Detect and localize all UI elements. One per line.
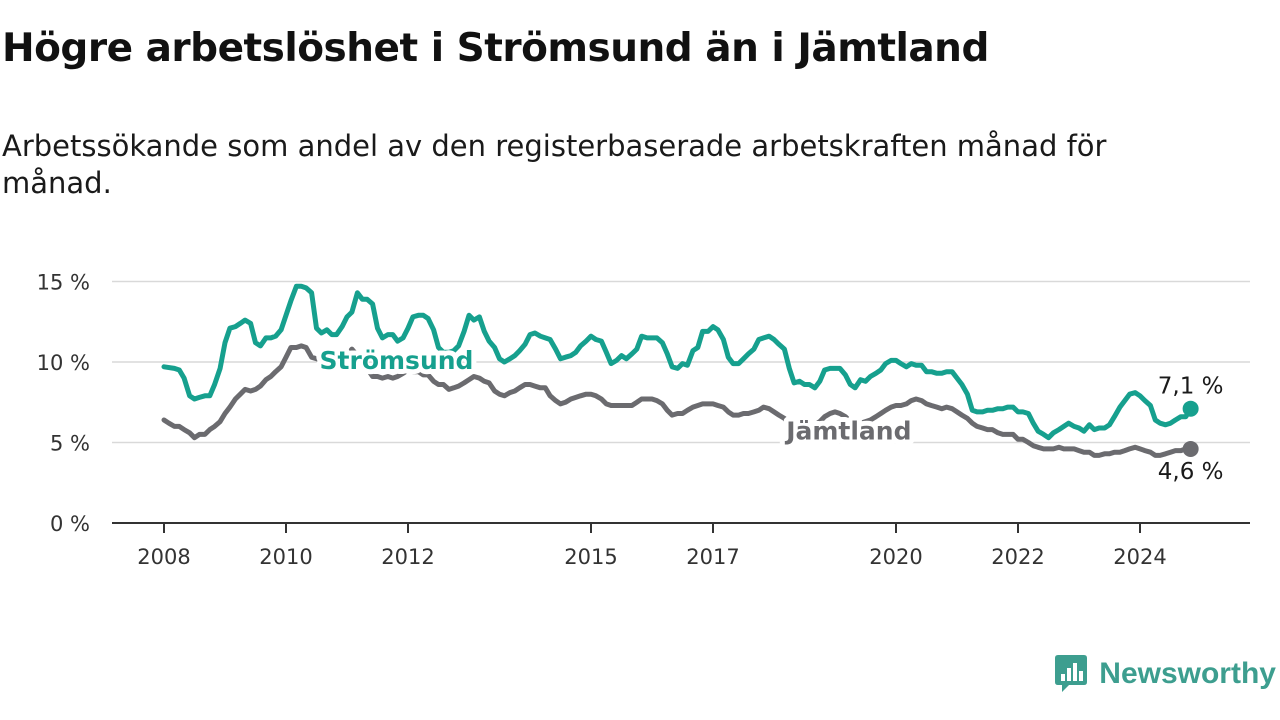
newsworthy-logo-icon (1055, 655, 1088, 692)
x-tick-label: 2017 (686, 545, 739, 569)
y-axis: 0 % 5 % 10 % 15 % (37, 271, 90, 537)
x-tick-label: 2010 (259, 545, 312, 569)
series-label-halo-jamtland: Jämtland (784, 416, 911, 445)
series-lines (161, 283, 1199, 458)
x-tick-label: 2024 (1113, 545, 1166, 569)
end-value-label-stromsund: 7,1 % (1158, 374, 1224, 400)
x-tick-label: 2020 (869, 545, 922, 569)
end-value-label-jamtland: 4,6 % (1158, 459, 1224, 485)
x-tick-label: 2012 (381, 545, 434, 569)
x-tick-label: 2008 (137, 545, 190, 569)
end-point-stromsund (1182, 400, 1199, 417)
y-tick-label: 0 % (50, 512, 90, 536)
series-line-stromsund (161, 283, 1194, 441)
chart-subtitle: Arbetssökande som andel av den registerb… (2, 129, 1107, 200)
x-tick-label: 2015 (564, 545, 617, 569)
y-tick-label: 10 % (37, 351, 90, 375)
newsworthy-brand: Newsworthy (1053, 654, 1276, 694)
series-label-stromsund: Strömsund (320, 346, 474, 375)
y-tick-label: 15 % (37, 271, 90, 295)
x-axis: 2008 2010 2012 2015 2017 2020 2022 2024 (112, 522, 1250, 569)
brand-name: Newsworthy (1099, 657, 1276, 690)
chart-title: Högre arbetslöshet i Strömsund än i Jämt… (2, 26, 989, 71)
end-point-jamtland (1182, 440, 1199, 457)
series-label-halo-stromsund: Strömsund (320, 346, 474, 375)
series-line-jamtland (161, 343, 1194, 458)
y-tick-label: 5 % (50, 432, 90, 456)
x-tick-label: 2022 (991, 545, 1044, 569)
series-label-jamtland: Jämtland (784, 416, 911, 445)
